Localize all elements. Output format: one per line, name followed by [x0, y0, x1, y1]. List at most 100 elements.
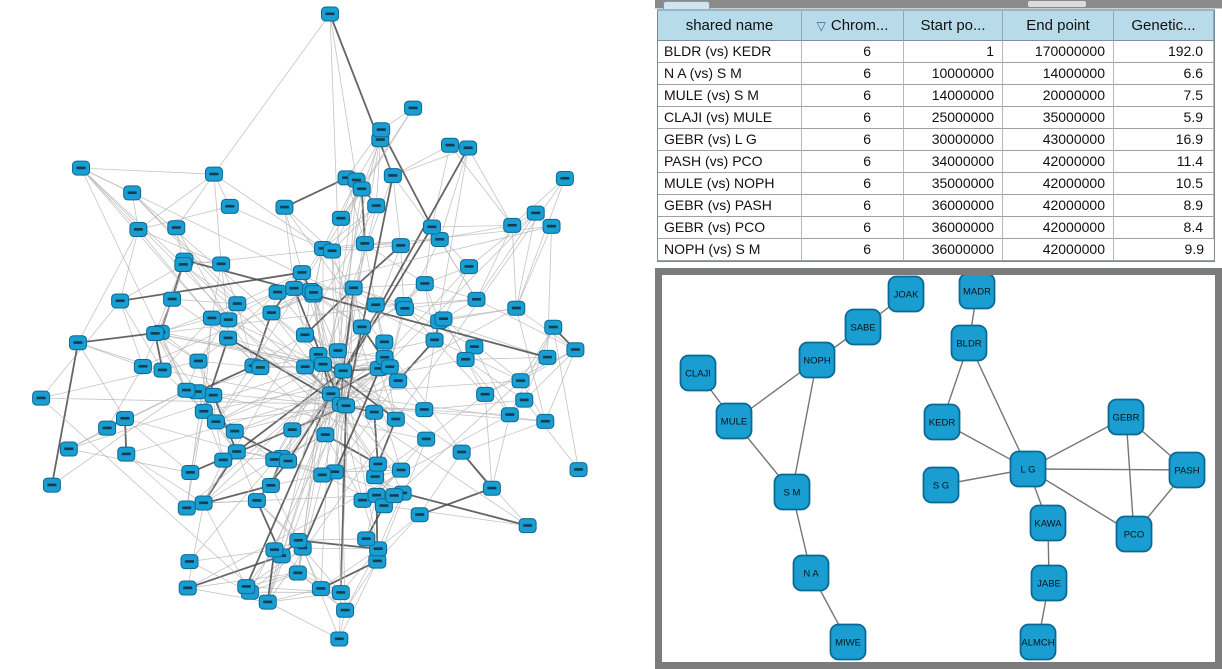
subnetwork-node-pash[interactable]: PASH [1168, 451, 1206, 489]
network-node[interactable] [467, 291, 486, 307]
network-node[interactable] [228, 296, 247, 312]
network-node[interactable] [323, 243, 342, 259]
network-node[interactable] [430, 231, 449, 247]
network-node[interactable] [111, 293, 130, 309]
subnetwork-node-jabe[interactable]: JABE [1030, 564, 1068, 602]
subnetwork-node-miwe[interactable]: MIWE [829, 623, 867, 661]
network-node[interactable] [526, 205, 545, 221]
network-node[interactable] [555, 170, 574, 186]
network-node[interactable] [123, 185, 142, 201]
network-node[interactable] [456, 351, 475, 367]
network-node[interactable] [146, 326, 165, 342]
table-cell-shared_name[interactable]: GEBR (vs) PASH [658, 195, 802, 217]
network-node[interactable] [283, 422, 302, 438]
subnetwork-node-s-m[interactable]: S M [773, 473, 811, 511]
table-cell-chromosome[interactable]: 6 [802, 107, 904, 129]
network-node[interactable] [177, 500, 196, 516]
network-node[interactable] [337, 398, 356, 414]
network-node[interactable] [357, 531, 376, 547]
network-node[interactable] [219, 312, 238, 328]
network-node[interactable] [425, 332, 444, 348]
table-cell-end[interactable]: 20000000 [1003, 85, 1114, 107]
network-node[interactable] [331, 585, 350, 601]
network-node[interactable] [391, 238, 410, 254]
table-cell-chromosome[interactable]: 6 [802, 63, 904, 85]
table-cell-chromosome[interactable]: 6 [802, 239, 904, 261]
table-cell-shared_name[interactable]: GEBR (vs) PCO [658, 217, 802, 239]
table-cell-start[interactable]: 10000000 [904, 63, 1003, 85]
network-node[interactable] [42, 477, 61, 493]
network-node[interactable] [392, 462, 411, 478]
table-cell-chromosome[interactable]: 6 [802, 217, 904, 239]
network-node[interactable] [366, 297, 385, 313]
network-node[interactable] [304, 285, 323, 301]
column-header-shared-name[interactable]: shared name [658, 11, 802, 41]
subnetwork-node-pco[interactable]: PCO [1115, 515, 1153, 553]
network-node[interactable] [352, 181, 371, 197]
table-cell-start[interactable]: 36000000 [904, 239, 1003, 261]
network-node[interactable] [295, 327, 314, 343]
network-node[interactable] [225, 423, 244, 439]
network-node[interactable] [482, 480, 501, 496]
network-node[interactable] [202, 310, 221, 326]
table-cell-genetic[interactable]: 8.9 [1114, 195, 1214, 217]
network-node[interactable] [344, 280, 363, 296]
table-cell-start[interactable]: 1 [904, 41, 1003, 63]
network-node[interactable] [503, 217, 522, 233]
network-node[interactable] [380, 359, 399, 375]
subnetwork-canvas[interactable]: JOAK SABE NOPH CLAJI MULE S M N A MIWE MADR BLDR K… [655, 268, 1222, 669]
network-node[interactable] [227, 444, 246, 460]
table-cell-shared_name[interactable]: NOPH (vs) S M [658, 239, 802, 261]
network-node[interactable] [68, 335, 87, 351]
network-node[interactable] [180, 554, 199, 570]
subnetwork-node-joak[interactable]: JOAK [887, 275, 925, 313]
table-cell-end[interactable]: 14000000 [1003, 63, 1114, 85]
network-node[interactable] [311, 581, 330, 597]
network-node[interactable] [251, 360, 270, 376]
network-node[interactable] [452, 444, 471, 460]
table-cell-chromosome[interactable]: 6 [802, 173, 904, 195]
network-node[interactable] [334, 363, 353, 379]
network-node[interactable] [375, 334, 394, 350]
network-node[interactable] [422, 219, 441, 235]
network-node[interactable] [59, 441, 78, 457]
table-cell-end[interactable]: 35000000 [1003, 107, 1114, 129]
filter-icon[interactable]: ▽ [816, 19, 826, 33]
subnetwork-node-kedr[interactable]: KEDR [923, 403, 961, 441]
network-node[interactable] [383, 168, 402, 184]
network-node[interactable] [441, 137, 460, 153]
table-cell-start[interactable]: 36000000 [904, 195, 1003, 217]
network-node[interactable] [316, 427, 335, 443]
network-node[interactable] [98, 420, 117, 436]
table-cell-genetic[interactable]: 9.9 [1114, 239, 1214, 261]
network-node[interactable] [507, 300, 526, 316]
network-node[interactable] [153, 362, 172, 378]
network-node[interactable] [174, 257, 193, 273]
network-node[interactable] [321, 6, 339, 22]
network-node[interactable] [385, 488, 404, 504]
subnetwork-node-almch[interactable]: ALMCH [1019, 623, 1057, 661]
table-cell-end[interactable]: 42000000 [1003, 151, 1114, 173]
network-node[interactable] [296, 359, 315, 375]
network-node[interactable] [367, 198, 386, 214]
table-cell-end[interactable]: 42000000 [1003, 217, 1114, 239]
network-node[interactable] [368, 456, 387, 472]
network-node[interactable] [511, 373, 530, 389]
table-cell-genetic[interactable]: 5.9 [1114, 107, 1214, 129]
network-node[interactable] [536, 413, 555, 429]
network-node[interactable] [214, 452, 233, 468]
network-node[interactable] [220, 198, 239, 214]
network-node[interactable] [330, 631, 349, 647]
table-cell-chromosome[interactable]: 6 [802, 151, 904, 173]
table-cell-end[interactable]: 42000000 [1003, 239, 1114, 261]
network-node[interactable] [115, 410, 134, 426]
table-cell-end[interactable]: 42000000 [1003, 195, 1114, 217]
table-cell-start[interactable]: 14000000 [904, 85, 1003, 107]
network-node[interactable] [313, 467, 332, 483]
network-node[interactable] [289, 532, 308, 548]
table-cell-end[interactable]: 43000000 [1003, 129, 1114, 151]
table-cell-shared_name[interactable]: MULE (vs) S M [658, 85, 802, 107]
table-cell-shared_name[interactable]: CLAJI (vs) MULE [658, 107, 802, 129]
network-node[interactable] [476, 386, 495, 402]
network-node[interactable] [285, 280, 304, 296]
